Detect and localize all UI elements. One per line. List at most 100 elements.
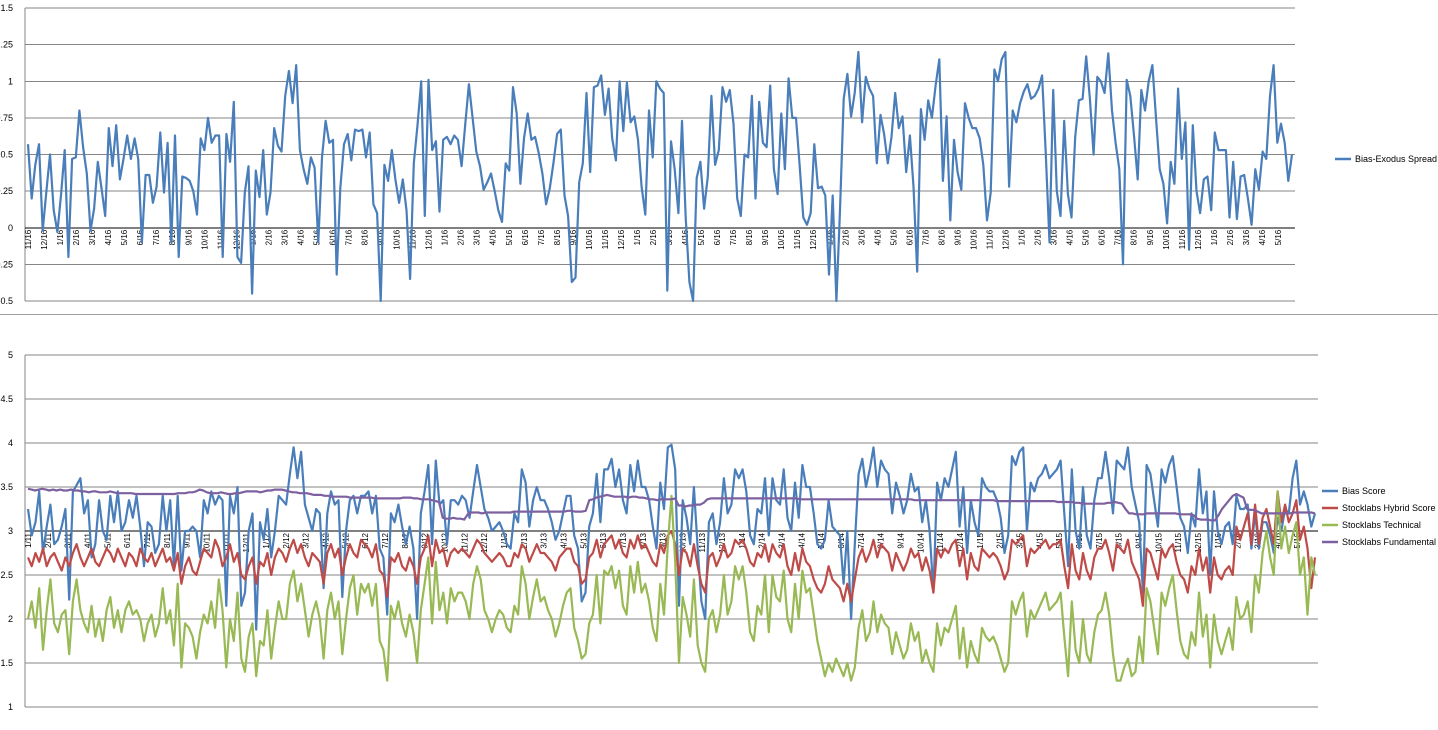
x-tick-label: 10/16 [1162, 229, 1171, 250]
y-tick-label: 2.5 [0, 570, 13, 580]
x-tick-label: 1/16 [441, 229, 450, 245]
x-tick-label: 5/16 [505, 229, 514, 245]
x-tick-label: 4/16 [104, 229, 113, 245]
x-tick-label: 3/11 [64, 532, 73, 548]
x-tick-label: 11/16 [409, 229, 418, 249]
x-tick-label: 11/12 [460, 532, 469, 552]
x-tick-label: 8/16 [361, 229, 370, 245]
x-tick-label: 11/11 [222, 532, 231, 551]
x-tick-label: 5/14 [817, 532, 826, 548]
x-tick-label: 2/16 [457, 229, 466, 245]
x-tick-label: 11/16 [216, 229, 225, 249]
y-tick-label: 3.5 [0, 482, 13, 492]
x-tick-label: 7/15 [1095, 532, 1104, 548]
x-tick-label: 3/16 [857, 229, 866, 245]
y-tick-label: 0 [8, 223, 13, 233]
x-tick-label: 2/16 [72, 229, 81, 245]
x-tick-label: 10/16 [393, 229, 402, 250]
x-tick-label: 10/15 [1154, 532, 1163, 553]
x-tick-label: 1/16 [1210, 229, 1219, 245]
y-tick-label: 3 [8, 526, 13, 536]
x-tick-label: 12/16 [1002, 229, 1011, 250]
series-line-stocklabs-technical [26, 490, 1317, 682]
x-tick-label: 2/16 [841, 229, 850, 245]
x-tick-label: 4/15 [1035, 532, 1044, 548]
x-tick-label: 12/14 [956, 532, 965, 553]
x-tick-label: 12/12 [480, 532, 489, 553]
x-tick-label: 8/16 [937, 229, 946, 245]
series-line-stocklabs-fundamental [27, 487, 1316, 522]
legend-label: Stocklabs Fundamental [1342, 537, 1436, 547]
x-tick-label: 12/16 [425, 229, 434, 250]
legend-label: Stocklabs Hybrid Score [1342, 503, 1436, 513]
x-tick-label: 8/11 [163, 532, 172, 548]
x-tick-label: 5/13 [579, 532, 588, 548]
x-tick-label: 10/16 [969, 229, 978, 250]
x-tick-label: 8/16 [553, 229, 562, 245]
series-line-stocklabs-hybrid-score [26, 490, 1317, 607]
x-tick-label: 7/16 [1114, 229, 1123, 245]
x-tick-label: 3/16 [473, 229, 482, 245]
x-tick-label: 3/16 [1242, 229, 1251, 245]
x-tick-label: 7/16 [729, 229, 738, 245]
y-tick-label: 2 [8, 614, 13, 624]
series-line-bias-exodus-spread [26, 50, 1294, 303]
x-tick-label: 2/16 [1034, 229, 1043, 245]
x-tick-label: 11/16 [601, 229, 610, 249]
x-tick-label: 9/16 [761, 229, 770, 245]
x-tick-label: 6/12 [361, 532, 370, 548]
x-tick-label: 4/16 [1258, 229, 1267, 245]
y-tick-label: 0.25 [0, 186, 13, 196]
x-tick-label: 6/16 [521, 229, 530, 245]
x-tick-label: 12/15 [1194, 532, 1203, 553]
x-tick-label: 9/16 [569, 229, 578, 245]
x-tick-label: 2/12 [282, 532, 291, 548]
x-tick-label: 7/16 [152, 229, 161, 245]
legend: Bias Score Stocklabs Hybrid Score Stocklab… [1322, 486, 1436, 547]
x-tick-label: 8/15 [1115, 532, 1124, 548]
x-tick-label: 5/16 [697, 229, 706, 245]
x-tick-label: 10/12 [440, 532, 449, 553]
x-tick-label: 1/15 [976, 532, 985, 548]
x-tick-label: 7/13 [619, 532, 628, 548]
x-tick-label: 9/16 [953, 229, 962, 245]
x-tick-label: 4/16 [681, 229, 690, 245]
x-tick-label: 5/16 [120, 229, 129, 245]
x-tick-label: 9/12 [421, 532, 430, 548]
x-tick-label: 4/13 [559, 532, 568, 548]
x-tick-label: 1/16 [633, 229, 642, 245]
x-tick-label: 3/12 [302, 532, 311, 548]
x-tick-label: 11/16 [986, 229, 995, 249]
x-tick-label: 4/16 [489, 229, 498, 245]
x-tick-label: 10/16 [200, 229, 209, 250]
x-tick-label: 2/16 [1226, 229, 1235, 245]
x-tick-label: 10/11 [202, 532, 211, 552]
x-tick-label: 2/15 [996, 532, 1005, 548]
top-chart-pane: -0.5 -0.25 0 0.25 0.5 0.75 1 1.25 1.5 11/16 12/16 1… [0, 0, 1438, 315]
y-tick-label: 1.5 [0, 3, 13, 13]
x-tick-label: 2/13 [520, 532, 529, 548]
legend-label: Stocklabs Technical [1342, 520, 1421, 530]
x-tick-label: 7/16 [921, 229, 930, 245]
x-tick-label: 8/16 [745, 229, 754, 245]
x-tick-label: 6/16 [713, 229, 722, 245]
x-tick-label: 7/11 [143, 532, 152, 548]
x-tick-label: 3/13 [540, 532, 549, 548]
plot-area: -0.5 -0.25 0 0.25 0.5 0.75 1 1.25 1.5 11/16 12/16 1… [0, 3, 1295, 306]
x-tick-label: 6/14 [837, 532, 846, 548]
x-tick-label: 7/14 [857, 532, 866, 548]
x-tick-label: 8/13 [639, 532, 648, 548]
legend-label: Bias-Exodus Spread [1355, 154, 1437, 164]
y-tick-label: 4.5 [0, 394, 13, 404]
x-tick-label: 8/16 [1130, 229, 1139, 245]
y-tick-label: -0.5 [0, 296, 13, 306]
x-tick-label: 9/11 [183, 532, 192, 548]
x-tick-label: 2/16 [264, 229, 273, 245]
legend-label: Bias Score [1342, 486, 1386, 496]
x-tick-label: 10/14 [916, 532, 925, 553]
x-tick-label: 6/16 [1098, 229, 1107, 245]
x-tick-label: 9/14 [897, 532, 906, 548]
x-tick-label: 1/16 [1018, 229, 1027, 245]
x-tick-label: 9/16 [377, 229, 386, 245]
x-tick-label: 2/16 [1234, 532, 1243, 548]
